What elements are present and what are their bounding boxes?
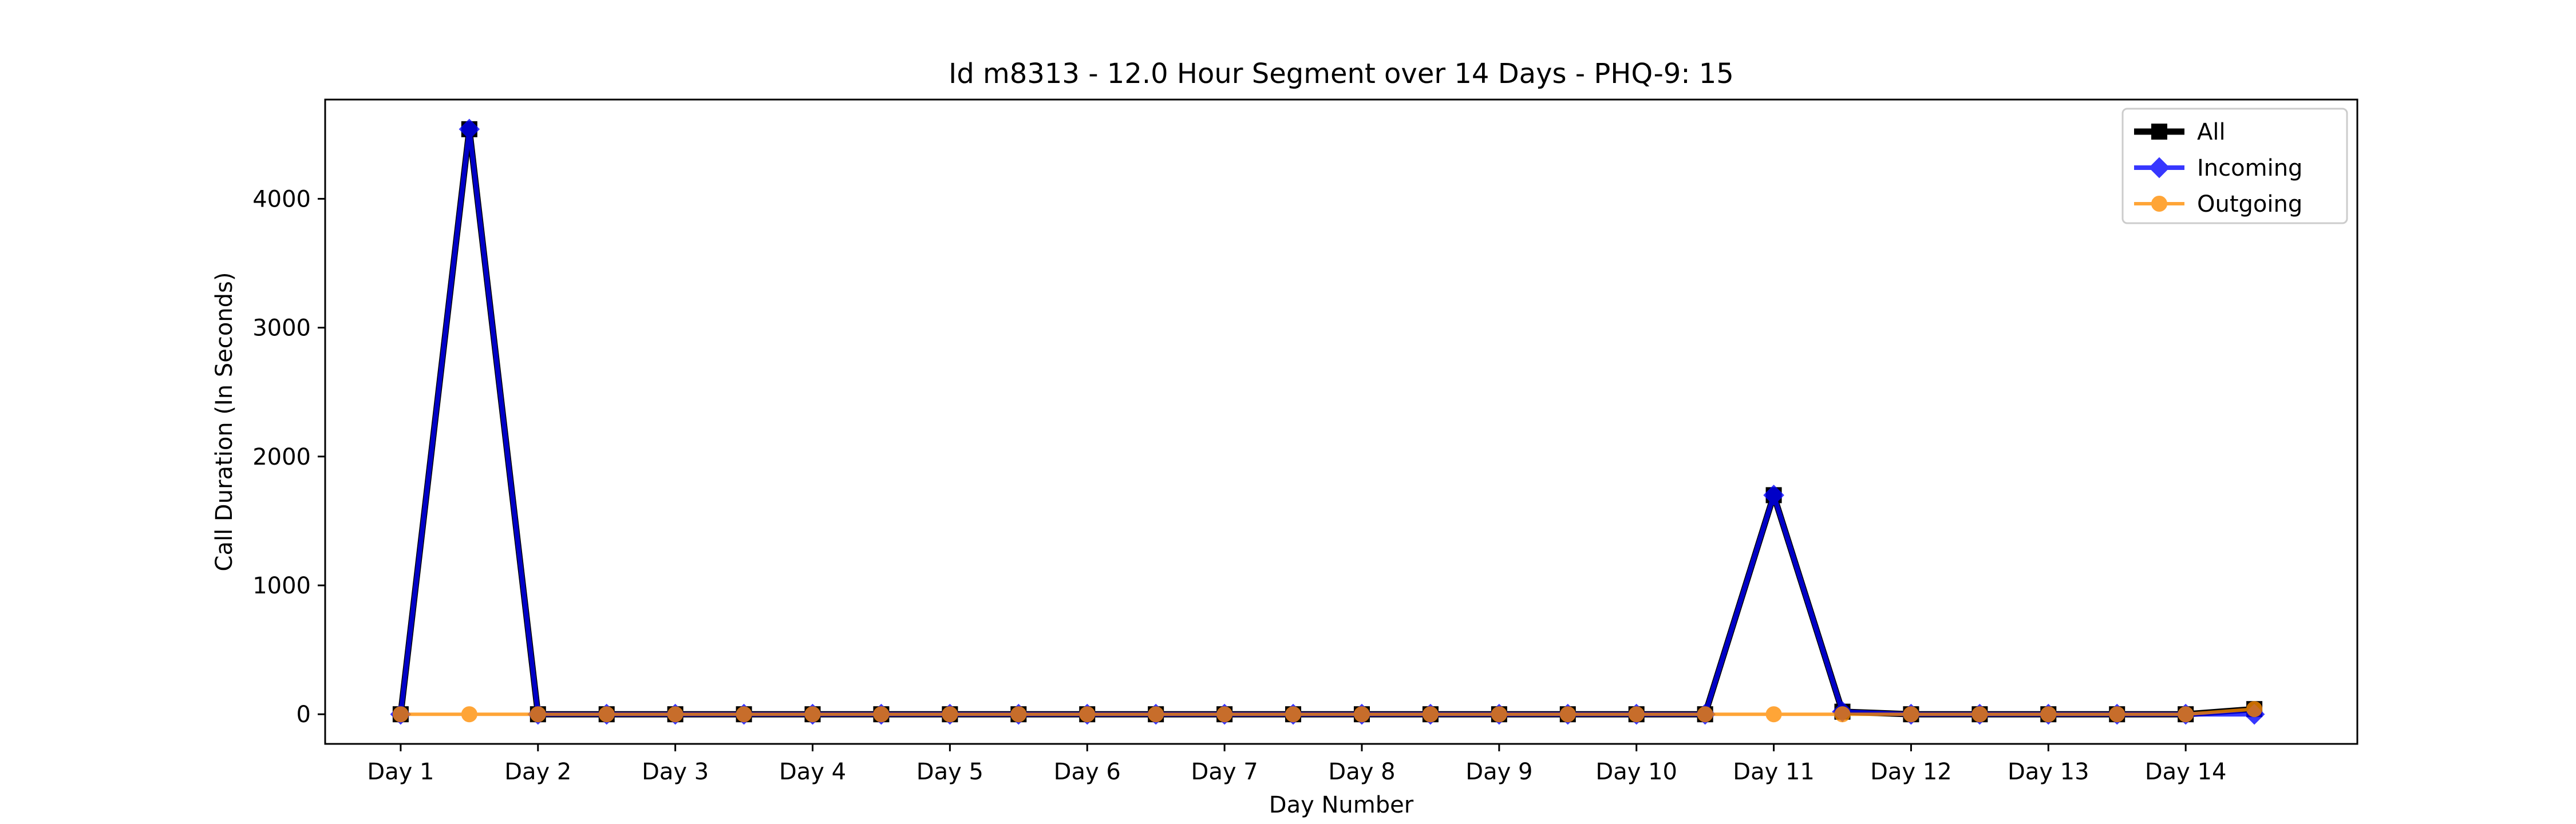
x-tick-label: Day 3 [642, 759, 709, 785]
data-point-outgoing [942, 706, 958, 723]
x-axis-label: Day Number [1269, 792, 1414, 818]
x-tick-label: Day 4 [779, 759, 846, 785]
data-point-outgoing [1148, 706, 1164, 723]
legend-marker [2148, 157, 2170, 179]
data-point-outgoing [804, 706, 821, 723]
legend: All Incoming Outgoing [2121, 108, 2348, 224]
data-point-incoming [1763, 485, 1784, 506]
data-point-outgoing [1903, 706, 1919, 723]
x-tick-label: Day 9 [1465, 759, 1532, 785]
x-tick-label: Day 6 [1054, 759, 1121, 785]
data-point-outgoing [1285, 706, 1302, 723]
series-line-incoming [398, 126, 2255, 717]
data-point-outgoing [1697, 706, 1713, 723]
series-outgoing [392, 701, 2263, 723]
data-point-outgoing [461, 706, 477, 723]
legend-box [2121, 108, 2348, 224]
x-tick-label: Day 5 [916, 759, 983, 785]
series-all [392, 121, 2263, 723]
data-point-outgoing [392, 706, 409, 723]
legend-label: Incoming [2197, 155, 2302, 181]
x-tick-label: Day 1 [367, 759, 434, 785]
data-point-outgoing [1216, 706, 1233, 723]
legend-item-all [2134, 124, 2184, 140]
x-tick-label: Day 11 [1733, 759, 1815, 785]
data-point-outgoing [2109, 706, 2125, 723]
chart-title: Id m8313 - 12.0 Hour Segment over 14 Day… [949, 58, 1734, 90]
data-point-outgoing [667, 706, 683, 723]
legend-label: Outgoing [2197, 191, 2302, 217]
data-point-outgoing [1353, 706, 1370, 723]
data-point-outgoing [1765, 706, 1782, 723]
data-point-outgoing [598, 706, 615, 723]
x-tick-label: Day 14 [2145, 759, 2227, 785]
y-axis-label: Call Duration (In Seconds) [211, 272, 238, 572]
axes: Day 1 Day 2 Day 3 Day 4 Day 5 Day 6 Day 7 Day 8… [252, 98, 2358, 785]
x-tick-label: Day 2 [504, 759, 571, 785]
x-tick-label: Day 7 [1191, 759, 1258, 785]
y-tick-label: 2000 [252, 444, 311, 470]
data-point-outgoing [1422, 706, 1439, 723]
legend-marker [2151, 196, 2167, 212]
data-point-outgoing [2178, 706, 2194, 723]
plot-frame [324, 98, 2358, 745]
y-tick-label: 3000 [252, 315, 311, 342]
series-incoming [390, 118, 2265, 725]
legend-item-outgoing [2134, 196, 2184, 212]
data-point-outgoing [1079, 706, 1096, 723]
legend-item-incoming [2134, 157, 2184, 179]
data-point-outgoing [530, 706, 546, 723]
y-tick-label: 1000 [252, 573, 311, 599]
data-point-outgoing [873, 706, 890, 723]
data-point-outgoing [1491, 706, 1507, 723]
series-layer [390, 118, 2265, 725]
legend-marker [2151, 124, 2167, 140]
data-point-incoming [459, 118, 480, 140]
data-point-outgoing [1628, 706, 1645, 723]
data-point-outgoing [1834, 706, 1851, 723]
x-tick-label: Day 8 [1328, 759, 1395, 785]
y-tick-label: 4000 [252, 186, 311, 212]
x-tick-label: Day 12 [1870, 759, 1952, 785]
data-point-outgoing [2040, 706, 2057, 723]
data-point-outgoing [1971, 706, 1988, 723]
x-tick-label: Day 10 [1595, 759, 1677, 785]
data-point-outgoing [1010, 706, 1027, 723]
y-tick-label: 0 [297, 702, 311, 728]
series-line-outgoing [400, 707, 2255, 716]
legend-label: All [2197, 119, 2226, 145]
x-tick-label: Day 13 [2008, 759, 2089, 785]
data-point-outgoing [736, 706, 752, 723]
series-line-all [397, 126, 2255, 718]
data-point-outgoing [2246, 701, 2263, 718]
data-point-outgoing [1559, 706, 1576, 723]
